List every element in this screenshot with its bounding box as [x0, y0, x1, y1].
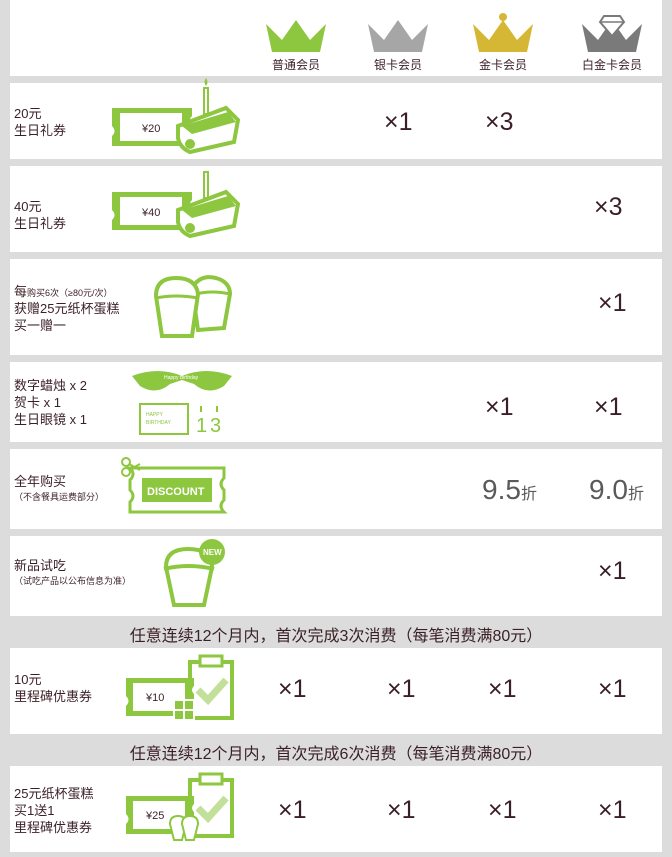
- row-6-purchases-cupcake: [10, 259, 662, 355]
- row-25-gold-mark: ×1: [488, 796, 517, 824]
- row-kit-platinum-mark: ×1: [594, 393, 623, 421]
- milestone-3-heading: 任意连续12个月内，首次完成3次消费（每笔消费满80元）: [129, 628, 543, 645]
- milestone-coupon-icon: ¥10: [126, 654, 234, 721]
- milestone-cupcake-coupon-icon: ¥25: [126, 772, 234, 841]
- new-badge-text: NEW: [203, 548, 222, 557]
- row-disc-label: 全年购买 （不含餐具运费部分）: [14, 474, 105, 502]
- row-6x-label: 每购买6次（≥80元/次） 获赠25元纸杯蛋糕 买一赠一: [14, 284, 120, 333]
- row-25-milestone-coupon: [10, 766, 662, 852]
- row-new-tasting: [10, 536, 662, 616]
- row-25-label: 25元纸杯蛋糕 买1送1 里程碑优惠券: [14, 786, 94, 835]
- svg-text:3: 3: [210, 415, 221, 437]
- row-new-platinum-mark: ×1: [598, 557, 627, 585]
- row-6x-platinum-mark: ×1: [598, 289, 627, 317]
- discount-text: DISCOUNT: [147, 486, 205, 498]
- ticket-value-40: ¥40: [141, 207, 160, 219]
- row-20-silver-mark: ×1: [384, 108, 413, 136]
- row-10-platinum-mark: ×1: [598, 675, 627, 703]
- row-10-silver-mark: ×1: [387, 675, 416, 703]
- card-text-2: BIRTHDAY: [146, 420, 171, 426]
- cupcake-pair-icon: [153, 275, 233, 338]
- row-25-normal-mark: ×1: [278, 796, 307, 824]
- row-40-platinum-mark: ×3: [594, 193, 623, 221]
- header-panel: [10, 0, 662, 76]
- row-25-silver-mark: ×1: [387, 796, 416, 824]
- crown-icon-platinum: [582, 15, 642, 52]
- crown-icon-silver: [368, 20, 428, 52]
- milestone-6-heading: 任意连续12个月内，首次完成6次消费（每笔消费满80元）: [129, 746, 543, 763]
- discount-ticket-icon: DISCOUNT: [121, 457, 228, 514]
- birthday-coupon-icon: ¥40: [112, 171, 241, 239]
- row-annual-discount: [10, 449, 662, 529]
- row-40-label: 40元 生日礼券: [14, 199, 67, 231]
- row-10-normal-mark: ×1: [278, 675, 307, 703]
- row-disc-gold-value: 9.5折: [482, 474, 537, 505]
- tier-label-platinum: 白金卡会员: [581, 58, 642, 72]
- ticket-value-20: ¥20: [141, 123, 160, 135]
- row-kit-label: 数字蜡烛 x 2 贺卡 x 1 生日眼镜 x 1: [14, 378, 87, 427]
- svg-text:1: 1: [196, 415, 207, 437]
- row-10-gold-mark: ×1: [488, 675, 517, 703]
- row-10-milestone-coupon: [10, 648, 662, 734]
- row-new-label: 新品试吃 （试吃产品以公布信息为准）: [14, 558, 132, 586]
- row-kit-gold-mark: ×1: [485, 393, 514, 421]
- row-20-gold-mark: ×3: [485, 108, 514, 136]
- ticket-value-25: ¥25: [145, 810, 164, 822]
- new-cupcake-icon: NEW: [163, 539, 225, 607]
- crown-icon-normal: [266, 20, 326, 52]
- crown-icon-gold: [473, 13, 533, 52]
- tier-label-normal: 普通会员: [271, 58, 320, 72]
- row-20-label: 20元 生日礼券: [14, 106, 67, 138]
- ticket-value-10: ¥10: [145, 692, 164, 704]
- birthday-kit-icon: Happy Birthday HAPPY BIRTHDAY 1 3: [132, 371, 232, 437]
- row-disc-platinum-value: 9.0折: [589, 474, 644, 505]
- birthday-coupon-icon: ¥20: [112, 78, 241, 155]
- row-25-platinum-mark: ×1: [598, 796, 627, 824]
- glasses-text: Happy Birthday: [164, 375, 199, 381]
- tier-label-gold: 金卡会员: [478, 58, 527, 72]
- tier-label-silver: 银卡会员: [373, 58, 422, 72]
- row-10-label: 10元 里程碑优惠券: [14, 672, 93, 704]
- card-text-1: HAPPY: [146, 412, 164, 418]
- row-birthday-kit: [10, 362, 662, 442]
